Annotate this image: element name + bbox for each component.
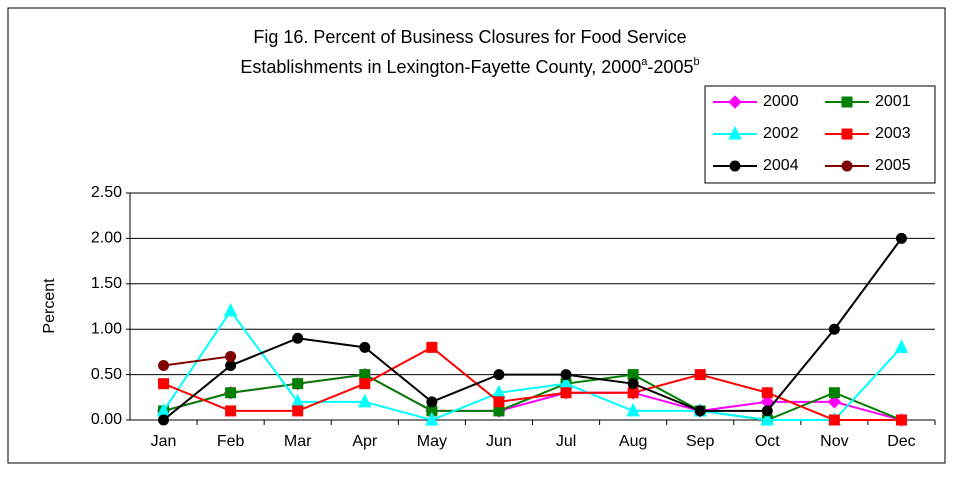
marker [225,350,237,362]
x-tick-label: Oct [755,433,780,450]
x-tick-label: Mar [284,433,312,450]
marker [841,96,853,108]
marker [827,395,842,409]
x-tick-label: Aug [619,433,647,450]
marker [895,232,907,244]
y-tick-label: 2.50 [91,184,122,201]
x-tick-label: Jul [556,433,576,450]
marker [761,405,773,417]
marker [359,369,371,381]
marker [729,160,741,172]
marker [828,387,840,399]
marker [359,341,371,353]
y-axis-label: Percent [41,278,58,334]
marker [627,378,639,390]
title-part: b [693,56,699,68]
marker [359,378,371,390]
marker [828,414,840,426]
x-tick-label: Sep [686,433,715,450]
y-tick-label: 0.00 [91,411,122,428]
chart-title: Fig 16. Percent of Business Closures for… [253,27,686,47]
x-tick-label: Jun [486,433,512,450]
marker [694,369,706,381]
x-tick-label: Jan [151,433,177,450]
legend-label: 2002 [763,125,799,142]
title-part: Establishments in Lexington-Fayette Coun… [240,57,641,77]
marker [292,378,304,390]
x-tick-label: May [417,433,447,450]
x-tick-label: Feb [217,433,245,450]
marker [560,387,572,399]
marker [828,323,840,335]
y-tick-label: 0.50 [91,366,122,383]
marker [627,369,639,381]
title-part: a [641,56,648,68]
marker [225,360,237,372]
y-tick-label: 2.00 [91,230,122,247]
marker [292,332,304,344]
marker [425,411,439,426]
marker [895,414,907,426]
marker [225,387,237,399]
series-line [163,355,231,367]
legend-label: 2005 [875,157,911,174]
marker [760,411,775,426]
marker [426,396,438,408]
marker [158,360,170,372]
marker [223,302,238,317]
marker [761,387,773,399]
x-tick-label: Dec [887,433,915,450]
marker [426,341,438,353]
marker [225,405,237,417]
legend-label: 2003 [875,125,911,142]
title-part: -2005 [647,57,693,77]
marker [493,396,505,408]
legend-label: 2004 [763,157,799,174]
series-line [162,237,903,421]
marker [694,405,706,417]
series-line [162,309,903,422]
marker [158,378,170,390]
y-tick-label: 1.50 [91,275,122,292]
legend-label: 2001 [875,93,911,110]
marker [841,160,853,172]
marker [292,405,304,417]
y-tick-label: 1.00 [91,320,122,337]
x-tick-label: Apr [352,433,378,450]
marker [728,125,742,140]
legend-label: 2000 [763,93,799,110]
marker [627,387,639,399]
marker [728,95,742,109]
marker [493,369,505,381]
marker [493,405,505,417]
marker [626,402,640,417]
marker [357,393,372,408]
marker [560,369,572,381]
marker [841,128,853,140]
x-tick-label: Nov [820,433,848,450]
marker [158,414,170,426]
marker [894,339,909,353]
chart-title: Establishments in Lexington-Fayette Coun… [240,56,699,77]
